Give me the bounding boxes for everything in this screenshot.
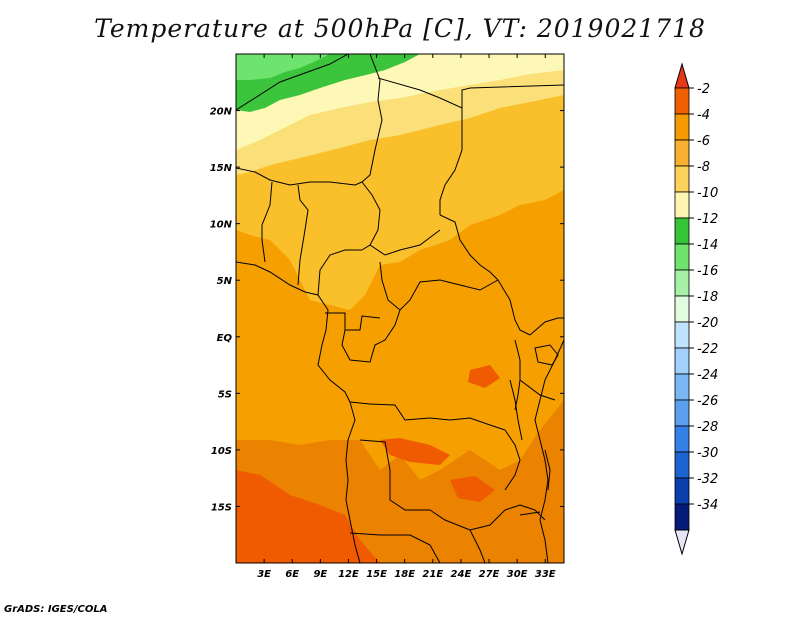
border-6 [361,181,381,251]
border-9 [317,249,362,296]
colorbar-segment [674,321,690,349]
colorbar-label: -24 [697,368,718,383]
latitude-axis: 20N 15N 10N 5N EQ 5S 10S 15S [210,107,564,513]
temp-band-warm-patch-1 [380,438,450,465]
lake-victoria [534,344,559,366]
border-10 [439,214,499,281]
temperature-field [236,54,564,563]
lat-tick-label: 15N [210,163,233,174]
lon-tick-label: 9E [313,569,327,580]
border-15 [497,279,531,336]
colorbar-segment [674,165,690,193]
coastline-east [534,339,564,563]
border-20 [504,429,521,491]
colorbar-segment [674,243,690,271]
lon-tick-label: 30E [507,569,528,580]
border-24 [469,529,486,563]
colorbar-segment [674,477,690,505]
lon-tick-label: 24E [451,569,472,580]
lake-kariba [519,511,541,516]
colorbar-label: -22 [697,342,718,357]
border-11 [369,229,441,256]
lon-tick-label: 15E [366,569,387,580]
colorbar-segment [674,87,690,115]
lat-tick-label: EQ [217,333,233,344]
colorbar-segment [674,373,690,401]
colorbar-label: -18 [697,290,718,305]
colorbar-label: -26 [697,394,718,409]
border-22 [429,504,521,531]
colorbar-segment [674,217,690,245]
border-14 [341,309,401,363]
colorbar-segment [674,399,690,427]
colorbar-label: -10 [697,186,718,201]
lake-malawi [544,449,551,491]
lat-tick-label: 20N [210,107,233,118]
coastline-west [236,261,361,563]
lat-tick-label: 10S [211,446,232,457]
lat-tick-label: 5N [217,276,233,287]
lon-tick-label: 18E [394,569,415,580]
colorbar-segment [674,451,690,479]
border-12 [379,261,499,311]
colorbar-label: -4 [697,108,710,123]
border-23 [349,532,441,563]
temp-band-warm-south [236,470,380,563]
lat-tick-label: 15S [211,502,232,513]
colorbar-segment [674,269,690,297]
colorbar-label: -6 [697,134,710,149]
lat-tick-label: 10N [210,220,233,231]
border-21 [359,439,430,511]
colorbar-label: -14 [697,238,718,253]
colorbar-label: -12 [697,212,718,227]
map-title: Temperature at 500hPa [C], VT: 201902171… [94,14,706,43]
colorbar-top-arrow [674,62,690,89]
lake-tanganyika [509,379,523,441]
temp-band-warm-patch-2 [450,476,495,502]
lon-tick-label: 12E [338,569,359,580]
colorbar-label: -2 [697,82,710,97]
border-2 [361,54,383,183]
border-4 [439,108,463,215]
colorbar-segment [674,191,690,219]
country-borders [236,54,564,563]
footer-credit: GrADS: IGES/COLA [4,604,108,615]
colorbar-bottom-arrow [674,529,690,556]
lat-tick-label: 5S [218,389,232,400]
border-25 [519,504,546,521]
colorbar-label: -20 [697,316,718,331]
colorbar-segment [674,503,690,531]
colorbar-label: -32 [697,472,718,487]
longitude-axis: 3E 6E 9E 12E 15E 18E 21E 24E 27E 30E 33E [257,54,556,580]
colorbar-label: -34 [697,498,718,513]
border-18 [519,379,556,401]
border-1 [236,54,349,111]
colorbar-label: -8 [697,160,710,175]
border-8 [297,184,309,286]
lon-tick-label: 33E [535,569,556,580]
colorbar-segment [674,425,690,453]
temp-band-warm-patch-3 [468,365,500,388]
plot-frame [235,53,565,564]
border-16 [529,317,564,336]
colorbar-label: -28 [697,420,718,435]
colorbar-segment [674,347,690,375]
border-13 [325,312,381,331]
lon-tick-label: 21E [422,569,443,580]
temp-band-minus14-to-minus16 [236,54,330,80]
border-19 [349,401,506,431]
border-5 [236,167,363,186]
colorbar: -2 -4 -6 -8 -10 -12 -14 -16 -18 -20 -22 -24 -26 -28 -3… [674,62,718,556]
border-7 [261,181,273,263]
colorbar-label: -16 [697,264,718,279]
lon-tick-label: 6E [285,569,299,580]
lon-tick-label: 27E [479,569,500,580]
colorbar-segment [674,139,690,167]
colorbar-label: -30 [697,446,718,461]
colorbar-segment [674,295,690,323]
lon-tick-label: 3E [257,569,271,580]
colorbar-segment [674,113,690,141]
